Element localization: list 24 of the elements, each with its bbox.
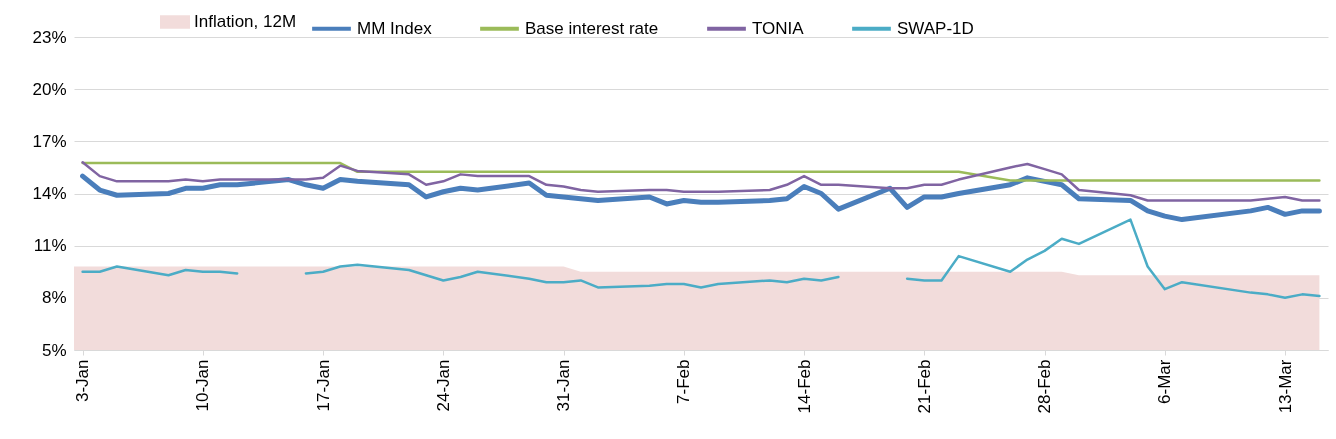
x-tick-label: 3-Jan	[73, 359, 93, 403]
x-tick-label: 17-Jan	[313, 359, 333, 412]
legend-label: SWAP-1D	[897, 18, 974, 38]
y-tick-label: 17%	[32, 131, 67, 151]
y-tick-label: 11%	[33, 236, 67, 256]
legend-label: TONIA	[752, 18, 805, 38]
line-series	[81, 160, 1321, 202]
y-tick-label: 23%	[32, 27, 67, 47]
x-tick-label: 10-Jan	[193, 359, 213, 412]
x-tick-label: 13-Mar	[1275, 359, 1295, 414]
legend-label: MM Index	[357, 18, 433, 38]
y-tick-label: 5%	[41, 340, 67, 360]
x-tick-label: 7-Feb	[674, 359, 694, 404]
legend-label: Base interest rate	[525, 18, 659, 38]
legend-label: Inflation, 12M	[194, 12, 297, 31]
x-tick-label: 31-Jan	[554, 359, 574, 412]
x-tick-label: 28-Feb	[1035, 359, 1055, 414]
y-tick-label: 20%	[32, 79, 67, 99]
x-tick-label: 14-Feb	[794, 359, 814, 414]
y-tick-label: 8%	[41, 288, 67, 308]
x-tick-label: 6-Mar	[1155, 359, 1175, 404]
x-tick-label: 24-Jan	[433, 359, 453, 412]
x-tick-label: 21-Feb	[914, 359, 934, 414]
y-tick-label: 14%	[32, 184, 67, 203]
